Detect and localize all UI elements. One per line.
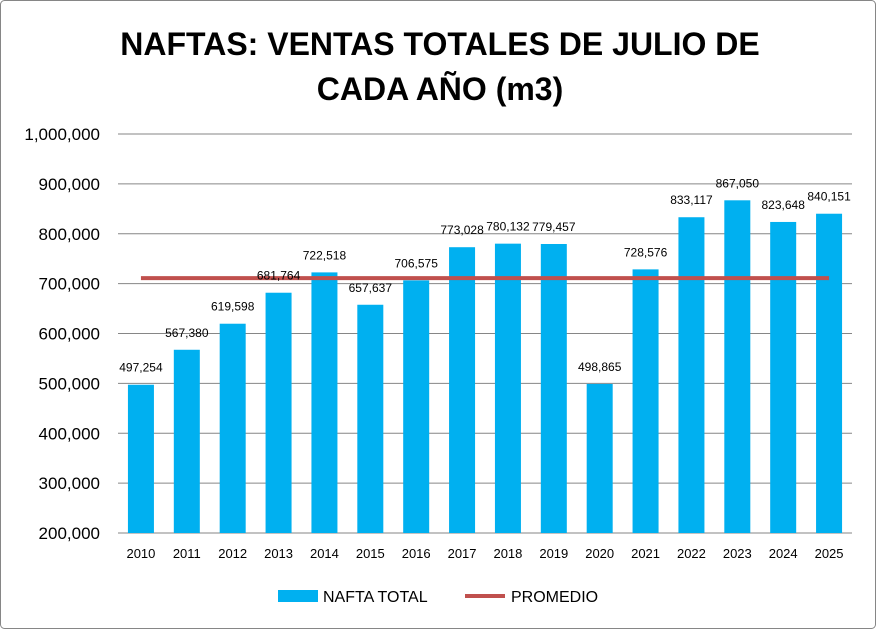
data-label-2012: 619,598: [211, 300, 255, 314]
data-label-2021: 728,576: [624, 245, 668, 259]
legend-swatch-nafta-total: [278, 590, 318, 602]
data-label-2017: 773,028: [440, 223, 484, 237]
x-tick-label: 2021: [631, 546, 660, 561]
data-label-2019: 779,457: [532, 220, 576, 234]
bar-2016: [403, 280, 430, 533]
bar-2012: [219, 323, 246, 533]
bar-2022: [678, 217, 705, 533]
y-tick-label: 1,000,000: [24, 125, 100, 144]
x-tick-label: 2024: [769, 546, 798, 561]
x-tick-label: 2014: [310, 546, 339, 561]
x-tick-label: 2018: [493, 546, 522, 561]
bar-2010: [127, 384, 154, 533]
y-tick-label: 300,000: [39, 474, 100, 493]
x-tick-label: 2017: [448, 546, 477, 561]
x-tick-label: 2011: [173, 546, 201, 561]
x-tick-label: 2019: [539, 546, 568, 561]
bar-2025: [816, 213, 843, 534]
bar-2021: [632, 269, 659, 533]
data-label-2022: 833,117: [670, 193, 713, 207]
bar-2017: [449, 247, 476, 534]
bar-2020: [586, 383, 613, 533]
legend: NAFTA TOTAL PROMEDIO: [278, 589, 598, 606]
chart-title-line-2: CADA AÑO (m3): [317, 71, 564, 107]
data-label-2020: 498,865: [578, 360, 622, 374]
bar-2024: [770, 221, 797, 533]
x-tick-label: 2012: [218, 546, 247, 561]
data-label-2011: 567,380: [165, 326, 209, 340]
y-tick-label: 700,000: [39, 275, 100, 294]
data-label-2013: 681,764: [257, 269, 301, 283]
y-tick-label: 500,000: [39, 374, 100, 393]
data-label-2015: 657,637: [349, 281, 393, 295]
data-label-2014: 722,518: [303, 248, 347, 262]
data-label-2024: 823,648: [761, 198, 805, 212]
y-tick-label: 400,000: [39, 424, 100, 443]
x-tick-label: 2022: [677, 546, 706, 561]
x-tick-label: 2023: [723, 546, 752, 561]
y-tick-label: 600,000: [39, 325, 100, 344]
data-label-2010: 497,254: [119, 361, 163, 375]
bar-2014: [311, 272, 338, 533]
data-label-2025: 840,151: [807, 190, 851, 204]
bar-2023: [724, 200, 751, 533]
bar-2018: [494, 243, 521, 533]
x-tick-label: 2020: [585, 546, 614, 561]
x-tick-label: 2013: [264, 546, 293, 561]
data-label-2023: 867,050: [716, 176, 760, 190]
y-tick-label: 200,000: [39, 524, 100, 543]
legend-label-nafta-total: NAFTA TOTAL: [323, 589, 428, 606]
bar-2019: [540, 243, 567, 533]
data-label-2018: 780,132: [486, 220, 530, 234]
bar-2015: [357, 304, 384, 533]
x-tick-label: 2015: [356, 546, 385, 561]
y-tick-label: 800,000: [39, 225, 100, 244]
x-tick-label: 2025: [815, 546, 844, 561]
bar-2011: [173, 349, 200, 533]
chart-title-line-1: NAFTAS: VENTAS TOTALES DE JULIO DE: [120, 26, 759, 62]
x-tick-label: 2016: [402, 546, 431, 561]
y-tick-label: 900,000: [39, 175, 100, 194]
data-label-2016: 706,575: [394, 256, 438, 270]
x-tick-label: 2010: [126, 546, 155, 561]
legend-label-promedio: PROMEDIO: [511, 589, 598, 606]
bar-2013: [265, 292, 292, 533]
